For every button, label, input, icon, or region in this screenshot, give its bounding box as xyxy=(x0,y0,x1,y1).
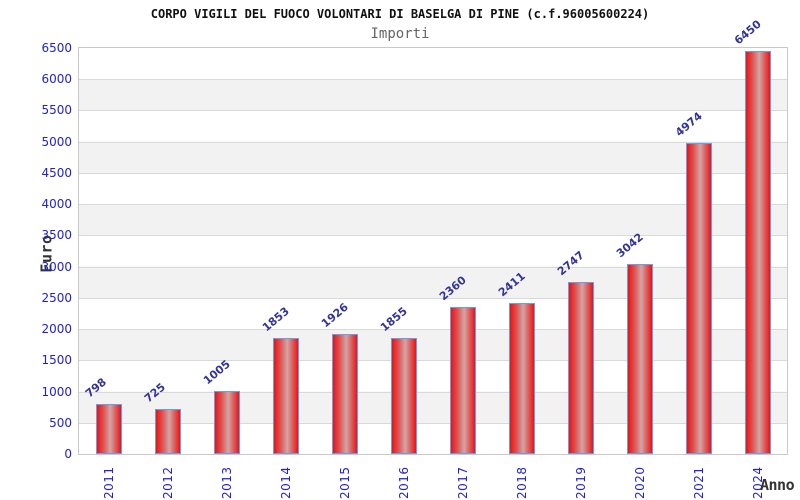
gridline xyxy=(79,422,787,424)
y-tick-label: 4000 xyxy=(41,197,72,212)
x-tick-label: 2020 xyxy=(632,466,647,499)
x-tick-label: 2012 xyxy=(160,466,175,499)
bar-2016 xyxy=(390,338,417,454)
bar-2020 xyxy=(626,264,653,454)
x-tick-label: 2021 xyxy=(691,466,706,499)
chart-subtitle: Importi xyxy=(370,26,430,42)
gridline xyxy=(79,266,787,268)
x-tick-label: 2019 xyxy=(573,466,588,499)
y-tick-label: 3500 xyxy=(41,228,72,243)
bar-2019 xyxy=(567,282,594,454)
y-tick-label: 5500 xyxy=(41,103,72,118)
y-tick-label: 6500 xyxy=(41,41,72,55)
x-axis-label: Anno xyxy=(760,476,795,494)
gridline xyxy=(79,360,787,362)
bar-2011 xyxy=(95,404,122,454)
gridline xyxy=(79,235,787,237)
gridline xyxy=(79,329,787,331)
x-tick-label: 2017 xyxy=(455,466,470,499)
bar-2015 xyxy=(331,333,358,454)
bar-value-label: 2411 xyxy=(495,269,528,300)
gridline xyxy=(79,172,787,174)
gridline xyxy=(79,204,787,206)
bar-2021 xyxy=(685,143,712,454)
bar-2017 xyxy=(449,306,476,454)
chart-title: CORPO VIGILI DEL FUOCO VOLONTARI DI BASE… xyxy=(150,7,650,21)
y-tick-label: 2000 xyxy=(41,322,72,337)
bar-2012 xyxy=(154,408,181,454)
bar-2013 xyxy=(213,391,240,454)
bar-value-label: 1855 xyxy=(377,304,410,335)
y-tick-label: 5000 xyxy=(41,134,72,149)
y-tick-label: 0 xyxy=(64,447,72,461)
bar-2014 xyxy=(272,338,299,454)
y-tick-label: 6000 xyxy=(41,72,72,87)
bar-value-label: 4974 xyxy=(672,109,705,140)
x-tick-label: 2018 xyxy=(514,466,529,499)
gridline xyxy=(79,141,787,143)
bar-value-label: 1005 xyxy=(200,357,233,388)
bar-value-label: 798 xyxy=(82,375,109,401)
y-tick-label: 3000 xyxy=(41,259,72,274)
gridline xyxy=(79,79,787,81)
x-tick-label: 2013 xyxy=(219,466,234,499)
y-tick-label: 1000 xyxy=(41,384,72,399)
y-tick-label: 2500 xyxy=(41,290,72,305)
gridline xyxy=(79,110,787,112)
gridline xyxy=(79,391,787,393)
bar-2024 xyxy=(744,51,771,454)
bar-value-label: 2360 xyxy=(436,273,469,303)
x-tick-label: 2015 xyxy=(337,466,352,499)
bar-2018 xyxy=(508,303,535,454)
y-tick-label: 500 xyxy=(49,415,72,430)
x-tick-label: 2011 xyxy=(101,466,116,499)
y-tick-label: 1500 xyxy=(41,353,72,368)
bar-value-label: 2747 xyxy=(554,248,587,279)
bar-value-label: 725 xyxy=(141,380,168,405)
gridline xyxy=(79,297,787,299)
x-tick-label: 2016 xyxy=(396,466,411,499)
plot-area: 798 725 1005 1853 1926 1855 2360 2411 2747 3042 49… xyxy=(78,18,788,455)
bar-value-label: 1926 xyxy=(318,300,351,330)
x-tick-label: 2014 xyxy=(278,466,293,499)
y-tick-label: 4500 xyxy=(41,165,72,180)
bar-value-label: 1853 xyxy=(259,304,292,335)
